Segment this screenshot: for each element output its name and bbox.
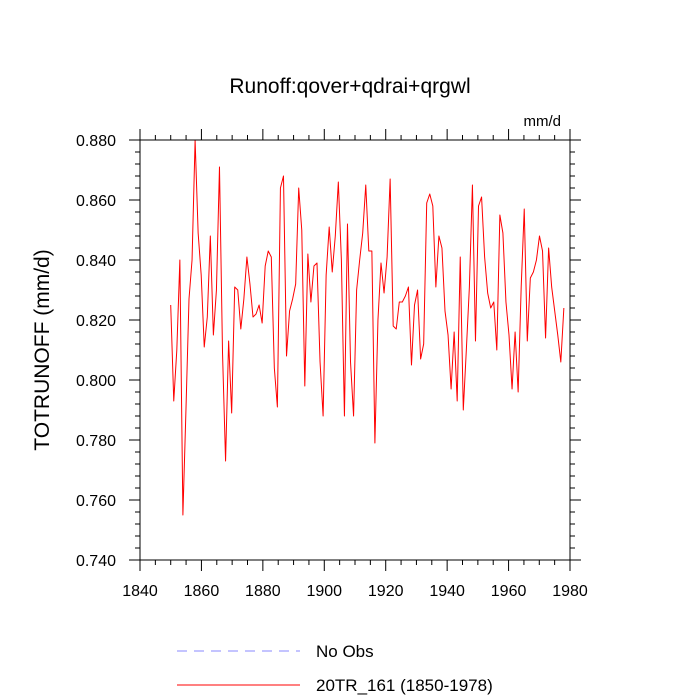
legend: No Obs 20TR_161 (1850-1978) xyxy=(177,642,493,695)
legend-label: No Obs xyxy=(316,642,374,661)
y-tick-label: 0.820 xyxy=(76,313,116,330)
x-tick-label: 1960 xyxy=(491,583,527,600)
tick-labels: 1840 1860 1880 1900 1920 1940 1960 1980 0.740 0.7… xyxy=(76,133,588,600)
y-tick-label: 0.880 xyxy=(76,133,116,150)
y-tick-label: 0.780 xyxy=(76,433,116,450)
x-tick-label: 1980 xyxy=(552,583,588,600)
y-tick-label: 0.860 xyxy=(76,193,116,210)
series-line xyxy=(170,139,565,516)
y-tick-label: 0.800 xyxy=(76,373,116,390)
x-tick-label: 1840 xyxy=(122,583,158,600)
legend-label: 20TR_161 (1850-1978) xyxy=(316,676,493,695)
x-tick-label: 1880 xyxy=(245,583,281,600)
x-tick-label: 1920 xyxy=(368,583,404,600)
axis-ticks xyxy=(129,129,581,571)
x-tick-label: 1940 xyxy=(429,583,465,600)
y-tick-label: 0.740 xyxy=(76,553,116,570)
units-label: mm/d xyxy=(524,113,562,130)
y-axis-label: TOTRUNOFF (mm/d) xyxy=(31,249,54,450)
plot-frame xyxy=(139,139,571,561)
chart-title: Runoff:qover+qdrai+qrgwl xyxy=(229,75,470,98)
x-tick-label: 1860 xyxy=(184,583,220,600)
x-tick-label: 1900 xyxy=(306,583,342,600)
y-tick-label: 0.840 xyxy=(76,253,116,270)
y-tick-label: 0.760 xyxy=(76,493,116,510)
series-layer xyxy=(170,139,565,516)
